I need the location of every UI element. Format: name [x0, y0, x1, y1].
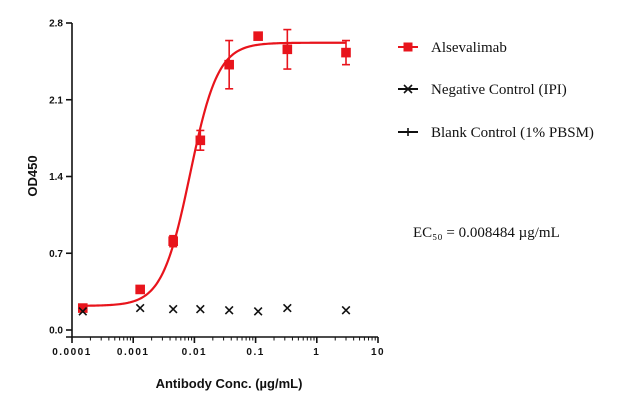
y-tick-label: 0.0: [49, 326, 63, 337]
fit-curve: [82, 41, 346, 307]
data-point-x: [168, 304, 178, 314]
legend-marker-x: [403, 84, 413, 94]
data-point-square: [341, 47, 351, 58]
y-axis-ticks: 0.0 0.7 1.4 2.1 2.8: [49, 19, 72, 337]
chart-marks: [77, 28, 351, 316]
x-stroke: [168, 304, 178, 314]
legend-entry: Blank Control (1% PBSM): [398, 125, 594, 141]
data-point-x: [195, 304, 205, 314]
data-point-x: [253, 306, 263, 316]
axes: [66, 23, 378, 338]
x-stroke: [135, 303, 145, 313]
data-point-square: [135, 284, 145, 295]
x-stroke: [341, 305, 351, 315]
x-stroke: [282, 303, 292, 313]
x-axis-ticks: 0.0001 0.001 0.01 0.1 1 10: [52, 337, 385, 358]
data-point-square: [282, 44, 293, 55]
data-point-x: [341, 305, 351, 315]
legend-label: Blank Control (1% PBSM): [431, 125, 594, 141]
legend-label: Alsevalimab: [431, 40, 507, 56]
legend-marker-plus: [404, 128, 412, 136]
x-tick-label: 10: [371, 347, 385, 358]
ec50-annotation: EC₅₀ = 0.008484 µg/mL: [413, 225, 560, 241]
legend-marker-square: [403, 42, 413, 52]
x-stroke: [224, 305, 234, 315]
x-tick-label: 1: [313, 347, 320, 358]
y-tick-label: 0.7: [49, 249, 63, 260]
data-point-x: [135, 303, 145, 313]
x-stroke: [253, 306, 263, 316]
data-point-x: [224, 305, 234, 315]
data-point-square: [253, 31, 263, 41]
y-tick-label: 2.1: [49, 95, 63, 106]
data-point-x: [78, 306, 88, 316]
x-stroke: [78, 306, 88, 316]
legend-label: Negative Control (IPI): [431, 82, 567, 98]
x-tick-label: 0.0001: [52, 347, 92, 358]
legend-entry: Negative Control (IPI): [398, 82, 567, 98]
x-tick-label: 0.001: [117, 347, 150, 358]
legend: Alsevalimab Negative Control (IPI) Blank C…: [398, 40, 594, 141]
y-tick-label: 1.4: [49, 172, 63, 183]
y-axis-title: OD450: [25, 155, 40, 196]
x-stroke: [195, 304, 205, 314]
legend-entry: Alsevalimab: [398, 40, 507, 56]
x-stroke: [403, 84, 413, 94]
data-point-square: [77, 303, 88, 313]
x-tick-label: 0.1: [246, 347, 264, 358]
data-point-square: [224, 59, 234, 70]
data-point-square: [195, 135, 206, 146]
x-axis-title: Antibody Conc. (µg/mL): [156, 376, 303, 391]
data-point-x: [282, 303, 292, 313]
x-tick-label: 0.01: [182, 347, 207, 358]
data-point-square: [168, 236, 178, 246]
y-tick-label: 2.8: [49, 19, 63, 30]
